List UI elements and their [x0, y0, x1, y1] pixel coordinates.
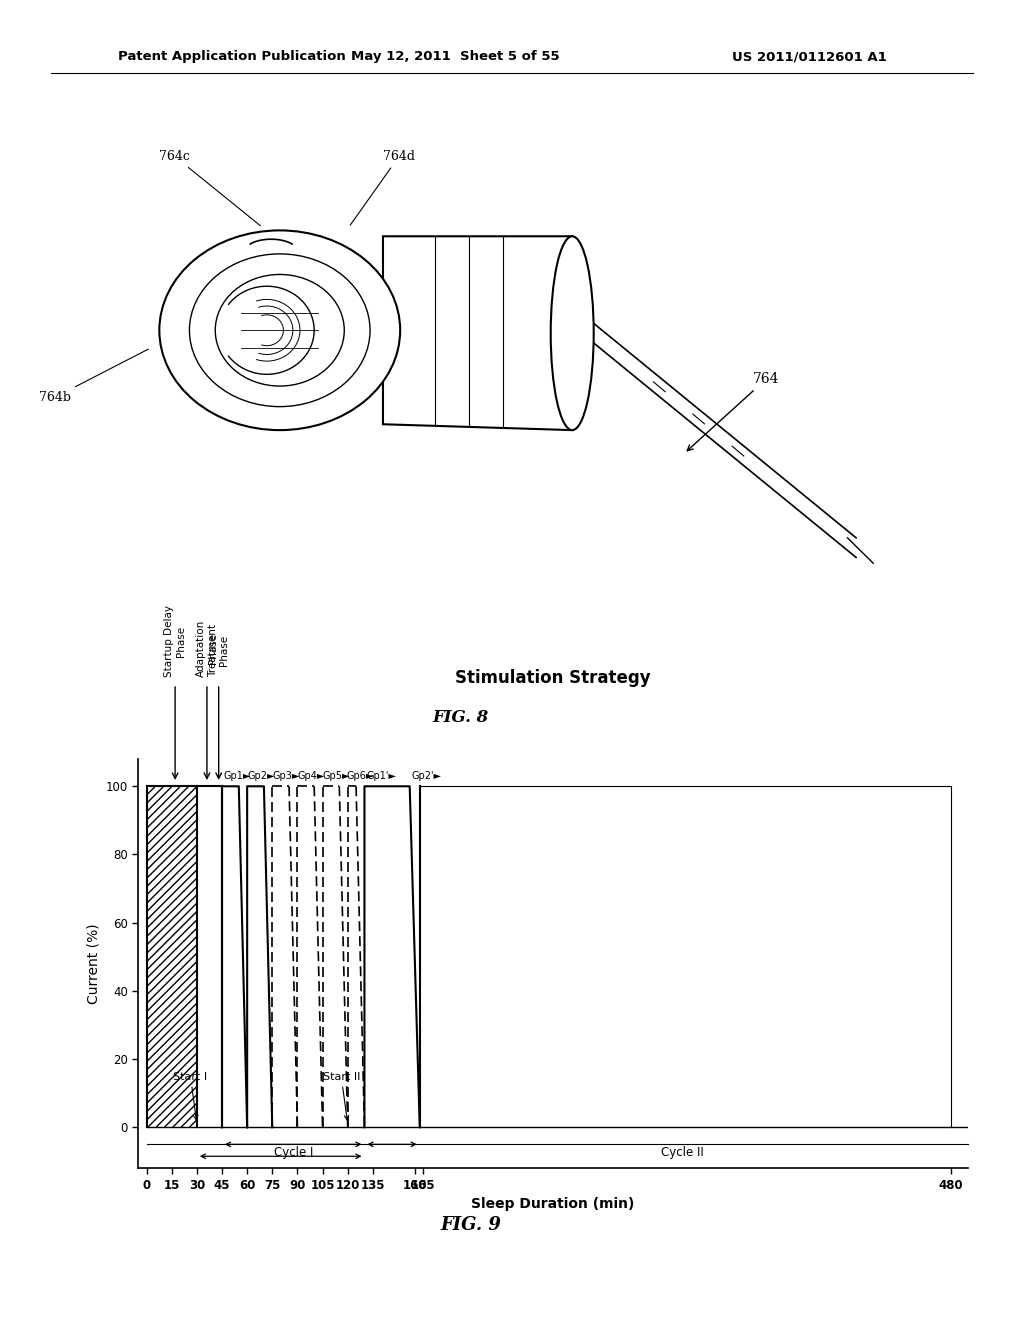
Text: Gp6►: Gp6► — [346, 771, 374, 781]
Text: Gp1'►: Gp1'► — [367, 771, 396, 781]
Ellipse shape — [160, 231, 400, 430]
Text: 764b: 764b — [39, 350, 148, 404]
Text: Startup Delay
Phase: Startup Delay Phase — [164, 605, 186, 677]
Text: 764d: 764d — [350, 150, 415, 226]
Ellipse shape — [215, 275, 344, 385]
Text: Gp4►: Gp4► — [297, 771, 325, 781]
Bar — [146, 787, 197, 1127]
Text: FIG. 9: FIG. 9 — [440, 1216, 502, 1234]
Text: 764: 764 — [687, 372, 779, 450]
Text: Gp1►: Gp1► — [223, 771, 251, 781]
Text: 764c: 764c — [160, 150, 260, 226]
Text: Gp3►: Gp3► — [272, 771, 300, 781]
Text: Start I: Start I — [173, 1072, 208, 1119]
Text: Gp2'►: Gp2'► — [412, 771, 441, 781]
Text: Gp5►: Gp5► — [323, 771, 350, 781]
Text: Patent Application Publication: Patent Application Publication — [118, 50, 345, 63]
Ellipse shape — [189, 253, 370, 407]
Text: FIG. 8: FIG. 8 — [433, 709, 488, 726]
Text: Gp2►: Gp2► — [247, 771, 274, 781]
Text: Start II: Start II — [323, 1072, 359, 1119]
X-axis label: Sleep Duration (min): Sleep Duration (min) — [471, 1197, 635, 1212]
Text: Adaptation
Phase: Adaptation Phase — [197, 620, 218, 677]
Y-axis label: Current (%): Current (%) — [86, 923, 100, 1005]
Text: May 12, 2011  Sheet 5 of 55: May 12, 2011 Sheet 5 of 55 — [351, 50, 560, 63]
Text: Cycle I: Cycle I — [273, 1146, 313, 1159]
Bar — [197, 787, 222, 1127]
Ellipse shape — [551, 236, 594, 430]
Title: Stimulation Strategy: Stimulation Strategy — [455, 669, 651, 686]
Text: US 2011/0112601 A1: US 2011/0112601 A1 — [731, 50, 887, 63]
Text: Treatment
Phase: Treatment Phase — [208, 624, 229, 677]
Text: Cycle II: Cycle II — [662, 1146, 705, 1159]
Polygon shape — [383, 236, 572, 430]
